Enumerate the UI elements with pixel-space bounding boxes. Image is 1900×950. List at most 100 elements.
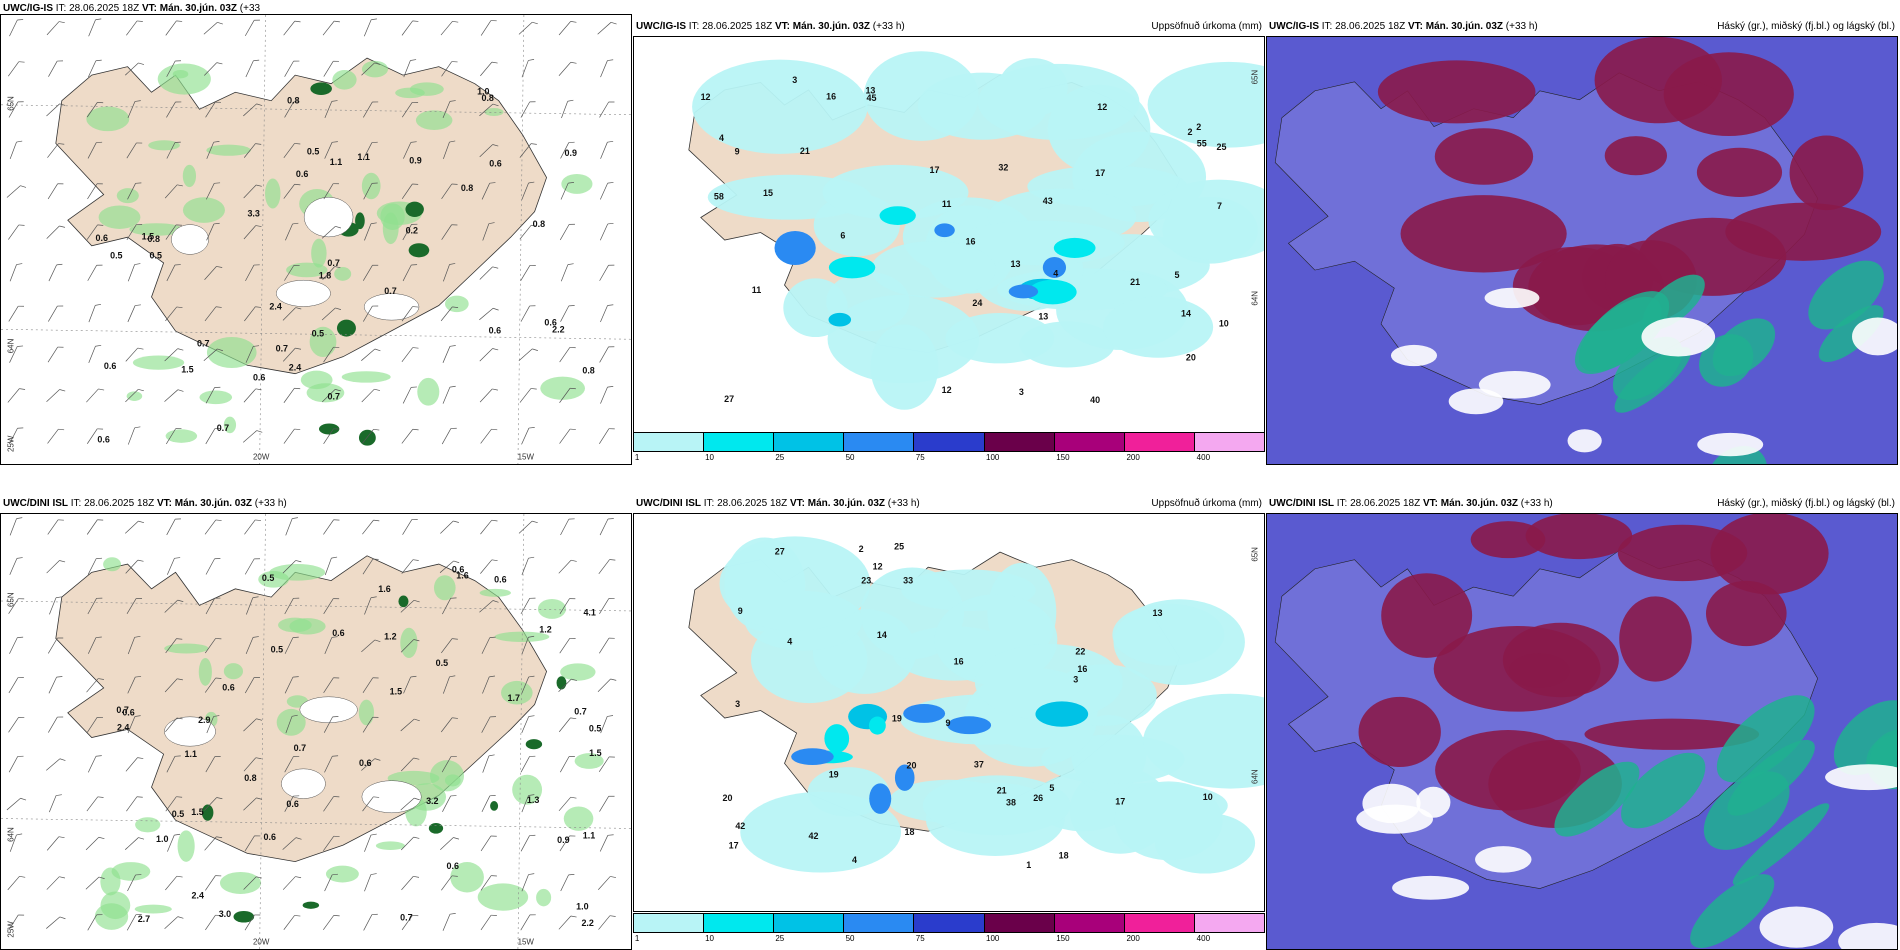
longitude-line [259,15,266,464]
wind-barb [559,835,576,852]
wind-barb [8,61,25,77]
precip-area [1148,179,1264,261]
clear-sky-area [1390,344,1438,367]
wind-barb [324,100,338,119]
precip-value-label: 4.1 [583,607,595,617]
wind-barb [85,836,105,851]
precip-area [116,188,139,204]
precip-value-label: 10 [1203,792,1213,802]
precip-area [536,888,552,907]
wind-barb [558,678,578,692]
precip-value-label: 1.5 [191,807,203,817]
wind-barb [482,222,495,241]
panel-header: UWC/DINI ISL IT: 28.06.2025 18Z VT: Mán.… [0,495,632,513]
precip-value-label: 16 [1077,664,1087,674]
model-name: UWC/DINI ISL [3,498,68,509]
wind-barb [244,519,262,535]
wind-barb [243,718,263,732]
heavy-precip-area [879,206,916,226]
cloud-cover-map [1266,513,1898,950]
wind-barb [599,637,615,654]
precip-value-label: 16 [954,656,964,666]
wind-barb [47,637,64,654]
wind-barb [363,18,377,37]
precip-area [165,429,198,443]
wind-barb [243,225,262,240]
colorbar-labels: 1 10 25 50 75 100 150 200 400 [633,453,1265,465]
precip-value-label: 2.4 [192,891,204,901]
high-cloud-area [1525,514,1633,560]
wind-barb [401,559,419,574]
high-cloud-area [1435,730,1581,811]
wind-barb [86,224,104,240]
wind-barb [46,916,66,929]
panel-header: UWC/IG-IS IT: 28.06.2025 18Z VT: Mán. 30… [1266,18,1898,36]
wind-barb [560,518,575,536]
wind-barb [87,557,103,575]
wind-barb [521,59,535,78]
wind-barb [284,60,300,77]
colorbar-tick: 75 [915,934,925,943]
axis-label: 25W [6,921,15,938]
axis-label: 15W [518,453,535,462]
colorbar-swatch [1124,433,1195,451]
precip-area [574,753,604,769]
precip-value-label: 12 [1097,102,1107,112]
precip-value-label: 16 [966,237,976,247]
precip-area [289,618,326,635]
precip-area [306,383,345,403]
precip-value-label: 40 [1090,395,1100,405]
wind-barb [204,519,222,535]
wind-barb [205,182,221,200]
wind-barb [48,305,64,322]
precip-value-label: 22 [1075,647,1085,657]
init-time: IT: 28.06.2025 18Z [703,498,788,509]
precip-value-label: 18 [1059,850,1069,860]
precip-value-label: 10 [1219,319,1229,329]
precip-area [450,862,484,893]
wind-barb [600,385,614,404]
wind-barb [284,597,300,615]
wind-barb [166,101,182,118]
lead-time: (+33 h) [254,498,287,509]
wind-barb [482,675,496,694]
wind-barb [442,675,456,694]
colorbar-swatch [774,914,845,932]
latitude-line [1,818,631,829]
precip-value-label: 11 [942,199,951,209]
precip-value-label: 0.5 [172,809,184,819]
wind-barb [127,100,141,119]
precip-area [822,164,969,220]
accumulated-precip-map: 65N 64N 2 4 2 3 16 25 12 13 14 10 58 27 21 20 17 40 32 45 55… [633,36,1265,433]
precip-value-label: 0.7 [400,912,412,922]
precip-value-label: 0.6 [122,707,134,717]
wind-barb [520,305,536,322]
clear-sky-area [1838,922,1897,949]
wind-barb [245,345,260,363]
wind-barb [48,60,64,77]
wind-barb [440,717,458,733]
lead-time: (+33 h) [887,498,920,509]
wind-barb [520,914,536,931]
wind-barb [401,183,419,199]
wind-barb [203,348,223,361]
wind-barb [441,61,458,77]
colorbar-swatch [844,914,915,932]
heavy-precip-area [774,230,816,266]
heavy-precip-area [310,82,332,95]
precip-area [103,557,122,572]
high-cloud-area [1617,524,1748,582]
precip-area [870,324,939,410]
heavy-precip-area [336,319,356,337]
wind-barb [7,875,26,891]
wind-barb [164,916,184,930]
wind-barb [559,637,576,654]
precip-value-label: 13 [1038,311,1048,321]
wind-barb [519,388,537,403]
wind-barb [86,428,104,444]
high-cloud-area [1594,37,1722,124]
wind-barb [164,678,183,693]
wind-barb [205,914,222,931]
wind-barb [285,517,298,536]
wind-barb [323,346,340,363]
